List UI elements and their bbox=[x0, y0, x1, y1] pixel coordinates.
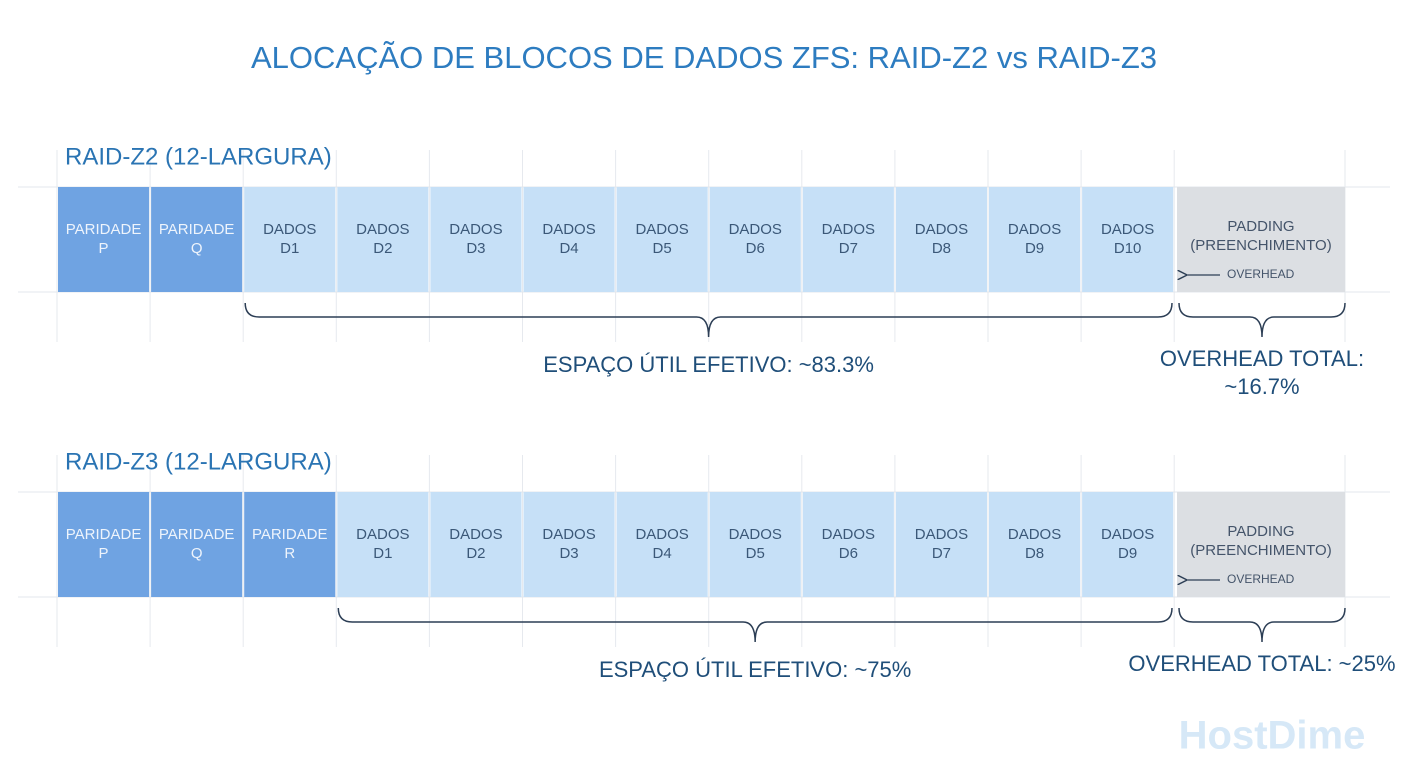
block-text: DADOS bbox=[729, 526, 782, 543]
block-text: D6 bbox=[746, 240, 765, 257]
block-text: DADOS bbox=[1101, 526, 1154, 543]
block bbox=[989, 187, 1081, 292]
block-text: D3 bbox=[466, 240, 485, 257]
section-label: RAID-Z2 (12-LARGURA) bbox=[65, 143, 332, 170]
block-text: D1 bbox=[280, 240, 299, 257]
block-text: DADOS bbox=[449, 526, 502, 543]
block bbox=[895, 187, 987, 292]
block bbox=[430, 187, 522, 292]
block bbox=[616, 187, 708, 292]
block-text: Q bbox=[191, 545, 203, 562]
brace bbox=[244, 302, 1173, 338]
block bbox=[802, 492, 894, 597]
overhead-label: ~16.7% bbox=[1224, 374, 1299, 399]
block-text: DADOS bbox=[1008, 526, 1061, 543]
block-text: D8 bbox=[932, 240, 951, 257]
brace bbox=[1178, 302, 1346, 338]
overhead-label: OVERHEAD TOTAL: ~25% bbox=[1128, 651, 1395, 676]
block bbox=[802, 187, 894, 292]
padding-text: (PREENCHIMENTO) bbox=[1190, 542, 1331, 559]
block-text: DADOS bbox=[915, 221, 968, 238]
block-text: Q bbox=[191, 240, 203, 257]
block-text: P bbox=[99, 545, 109, 562]
block-text: D8 bbox=[1025, 545, 1044, 562]
brace bbox=[1178, 607, 1346, 643]
block-text: DADOS bbox=[449, 221, 502, 238]
block-text: DADOS bbox=[822, 526, 875, 543]
watermark: HostDime bbox=[1179, 714, 1366, 758]
block-text: PARIDADE bbox=[66, 526, 142, 543]
block bbox=[523, 492, 615, 597]
block-text: PARIDADE bbox=[66, 221, 142, 238]
block bbox=[337, 492, 429, 597]
block-text: D2 bbox=[466, 545, 485, 562]
block-text: DADOS bbox=[1101, 221, 1154, 238]
block-text: DADOS bbox=[635, 221, 688, 238]
block-text: PARIDADE bbox=[252, 526, 328, 543]
block bbox=[616, 492, 708, 597]
block-text: D5 bbox=[746, 545, 765, 562]
block-text: D9 bbox=[1118, 545, 1137, 562]
block-text: PARIDADE bbox=[159, 526, 235, 543]
block bbox=[430, 492, 522, 597]
title: ALOCAÇÃO DE BLOCOS DE DADOS ZFS: RAID-Z2… bbox=[251, 40, 1157, 75]
block-text: D2 bbox=[373, 240, 392, 257]
block-text: D9 bbox=[1025, 240, 1044, 257]
block-text: D7 bbox=[839, 240, 858, 257]
overhead-note: OVERHEAD bbox=[1227, 572, 1295, 586]
useful-label: ESPAÇO ÚTIL EFETIVO: ~75% bbox=[599, 657, 911, 682]
block-text: D10 bbox=[1114, 240, 1142, 257]
block bbox=[989, 492, 1081, 597]
block bbox=[1082, 187, 1174, 292]
block-text: R bbox=[284, 545, 295, 562]
useful-label: ESPAÇO ÚTIL EFETIVO: ~83.3% bbox=[543, 352, 874, 377]
overhead-label: OVERHEAD TOTAL: bbox=[1160, 346, 1364, 371]
block-text: D7 bbox=[932, 545, 951, 562]
block-text: DADOS bbox=[542, 526, 595, 543]
padding-text: PADDING bbox=[1227, 523, 1294, 540]
block bbox=[523, 187, 615, 292]
block bbox=[709, 492, 801, 597]
block bbox=[151, 492, 243, 597]
padding-text: PADDING bbox=[1227, 218, 1294, 235]
overhead-note: OVERHEAD bbox=[1227, 267, 1295, 281]
block bbox=[244, 492, 336, 597]
block-text: DADOS bbox=[915, 526, 968, 543]
padding-text: (PREENCHIMENTO) bbox=[1190, 237, 1331, 254]
block-text: DADOS bbox=[1008, 221, 1061, 238]
block-text: DADOS bbox=[822, 221, 875, 238]
block bbox=[58, 187, 150, 292]
block-text: P bbox=[99, 240, 109, 257]
block-text: D5 bbox=[653, 240, 672, 257]
block-text: DADOS bbox=[356, 526, 409, 543]
block bbox=[337, 187, 429, 292]
block-text: D6 bbox=[839, 545, 858, 562]
block-text: D3 bbox=[559, 545, 578, 562]
block-text: DADOS bbox=[356, 221, 409, 238]
block-text: PARIDADE bbox=[159, 221, 235, 238]
block-text: DADOS bbox=[263, 221, 316, 238]
block-text: DADOS bbox=[542, 221, 595, 238]
block bbox=[1082, 492, 1174, 597]
block bbox=[58, 492, 150, 597]
block-text: DADOS bbox=[635, 526, 688, 543]
block bbox=[895, 492, 987, 597]
block bbox=[244, 187, 336, 292]
section-label: RAID-Z3 (12-LARGURA) bbox=[65, 448, 332, 475]
block-text: DADOS bbox=[729, 221, 782, 238]
block bbox=[709, 187, 801, 292]
block-text: D4 bbox=[653, 545, 672, 562]
block-text: D4 bbox=[559, 240, 578, 257]
block bbox=[151, 187, 243, 292]
brace bbox=[337, 607, 1173, 643]
block-text: D1 bbox=[373, 545, 392, 562]
